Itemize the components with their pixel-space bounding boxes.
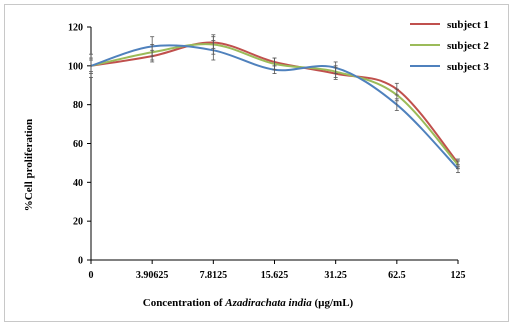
y-tick-label: 20 (73, 217, 83, 228)
y-tick-label: 100 (68, 61, 83, 72)
y-tick-label: 40 (73, 178, 83, 189)
y-tick-label: 0 (78, 256, 83, 267)
legend-label-2: subject 2 (447, 40, 489, 52)
y-tick-label: 120 (68, 23, 83, 34)
x-tick-label: 125 (451, 270, 466, 281)
x-tick-label: 3.90625 (136, 270, 169, 281)
legend-label-1: subject 1 (447, 19, 489, 31)
x-tick-label: 0 (89, 270, 94, 281)
legend: subject 1 subject 2 subject 3 (410, 19, 489, 73)
x-tick-label: 15.625 (261, 270, 289, 281)
y-tick-label: 60 (73, 139, 83, 150)
x-axis-title-italic: Azadirachata india (224, 297, 312, 309)
x-axis-title-prefix: Concentration of (143, 297, 226, 309)
chart-frame (4, 4, 509, 322)
x-axis-title: Concentration of Azadirachata india (µg/… (143, 297, 354, 309)
y-tick-label: 80 (73, 100, 83, 111)
x-axis-title-suffix: (µg/mL) (312, 297, 354, 309)
y-axis-title: %Cell proliferation (23, 119, 35, 211)
x-tick-label: 7.8125 (200, 270, 228, 281)
x-tick-label: 62.5 (388, 270, 406, 281)
legend-label-3: subject 3 (447, 61, 489, 73)
x-tick-label: 31.25 (324, 270, 347, 281)
